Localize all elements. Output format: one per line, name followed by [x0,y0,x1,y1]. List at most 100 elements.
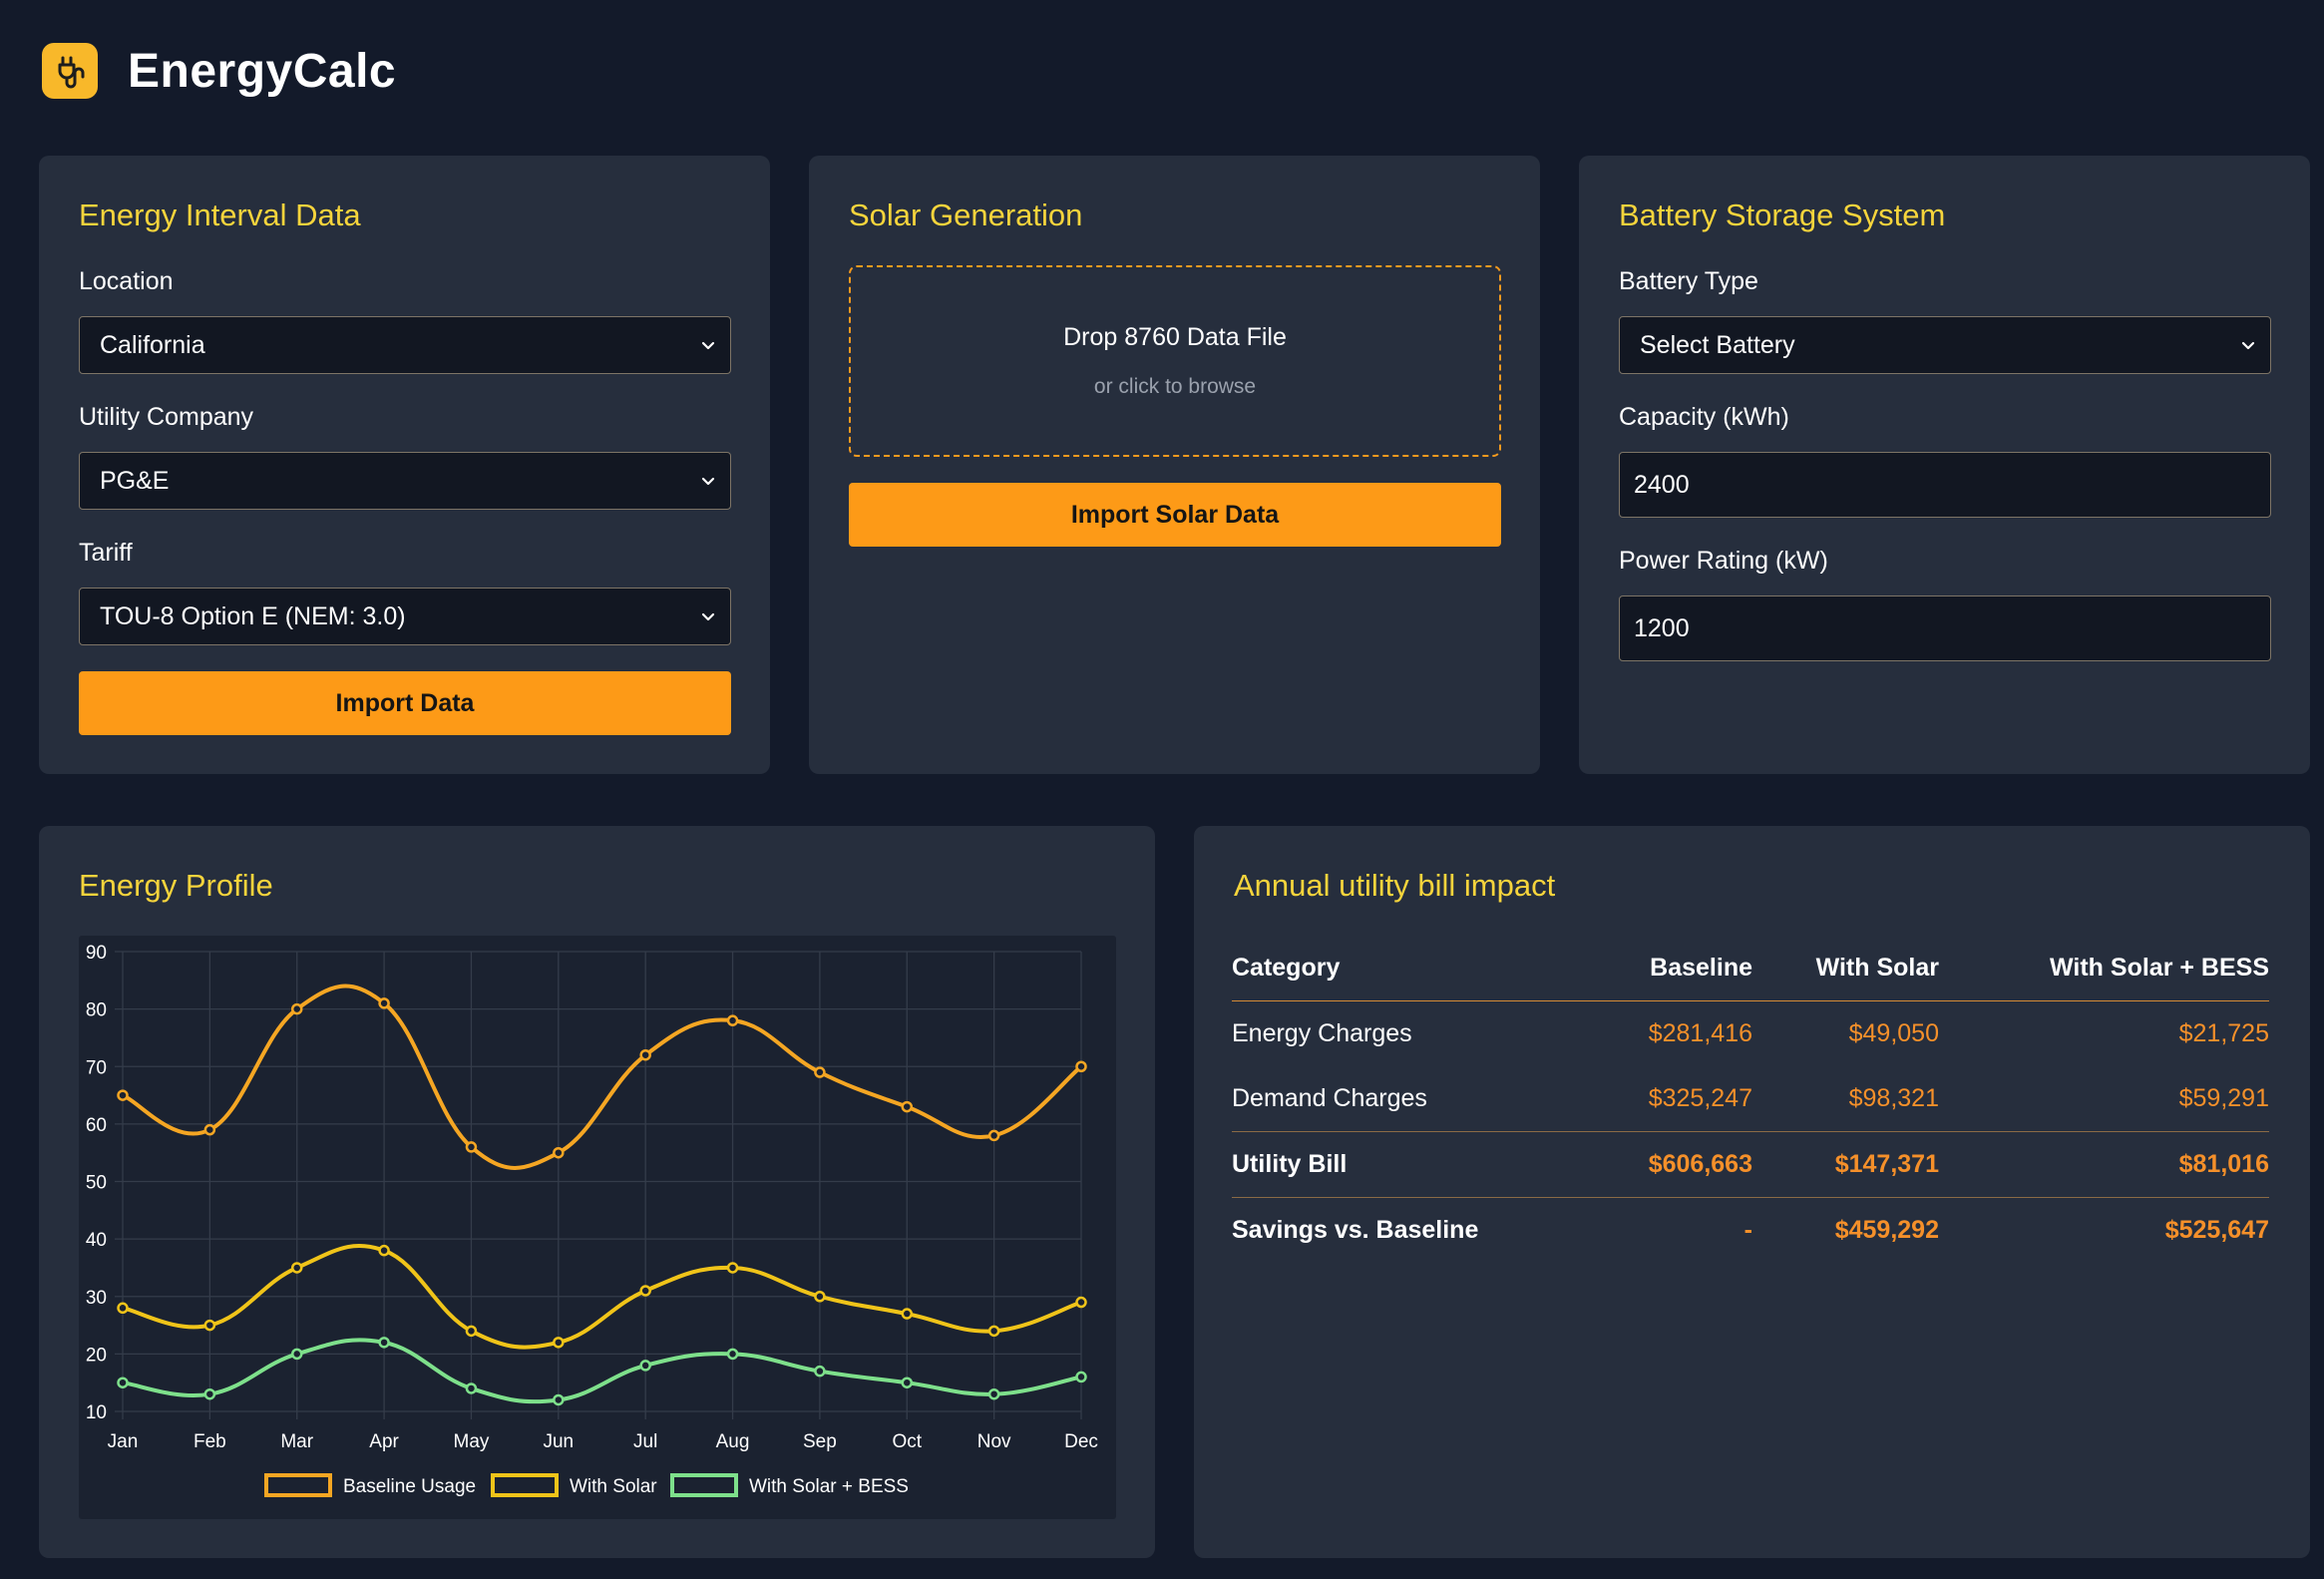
row-bess-value: $59,291 [2178,1084,2269,1112]
row-baseline-value: $606,663 [1648,1150,1752,1178]
y-tick-label: 60 [86,1115,107,1136]
data-point [553,1337,565,1349]
solar-file-dropzone[interactable]: Drop 8760 Data File or click to browse [849,265,1501,457]
capacity-input[interactable]: 2400 [1619,452,2271,518]
x-tick-label: Oct [892,1431,922,1452]
power-rating-input[interactable]: 1200 [1619,595,2271,661]
data-point [814,1291,826,1303]
data-point [639,1285,651,1297]
data-point [465,1141,478,1153]
x-tick-label: Apr [369,1431,399,1452]
chevron-down-icon [701,341,715,350]
data-point [726,1014,739,1026]
battery-type-label: Battery Type [1619,267,1758,295]
row-bess-value: $21,725 [2178,1019,2269,1047]
bill-impact-table: Category Baseline With Solar With Solar … [1232,936,2269,1263]
row-solar-value: $147,371 [1834,1150,1939,1178]
data-point [465,1325,478,1338]
data-point [203,1319,216,1332]
chevron-down-icon [701,612,715,621]
row-category: Utility Bill [1232,1150,1348,1178]
import-data-button[interactable]: Import Data [79,671,731,735]
data-point [465,1382,478,1394]
series-line-2 [122,1338,1082,1404]
row-baseline-value: - [1743,1216,1752,1244]
battery-type-select[interactable]: Select Battery [1619,316,2271,374]
y-tick-label: 90 [86,943,107,964]
energy-profile-card: Energy Profile 90 80 70 60 50 40 30 20 10 Jan Feb M… [39,826,1155,1558]
data-point [378,997,390,1009]
table-row: Utility Bill $606,663 $147,371 $81,016 [1232,1131,2269,1197]
tariff-select[interactable]: TOU-8 Option E (NEM: 3.0) [79,588,731,645]
location-label: Location [79,267,174,295]
x-tick-label: Dec [1064,1431,1098,1452]
data-point [814,1365,826,1378]
plug-icon[interactable] [42,43,98,99]
bill-impact-card: Annual utility bill impact Category Base… [1194,826,2310,1558]
data-point [378,1337,390,1349]
data-point [117,1377,129,1388]
legend-label: Baseline Usage [343,1476,476,1497]
data-point [378,1244,390,1257]
legend-swatch [670,1473,738,1497]
y-tick-label: 40 [86,1230,107,1251]
utility-label: Utility Company [79,403,254,431]
data-point [901,1100,914,1113]
x-tick-label: Nov [977,1431,1011,1452]
energy-profile-title: Energy Profile [79,868,273,903]
row-baseline-value: $281,416 [1648,1019,1752,1047]
data-point [290,1002,303,1015]
location-select[interactable]: California [79,316,731,374]
data-point [1075,1296,1087,1309]
data-point [290,1262,303,1274]
y-tick-label: 80 [86,1000,107,1021]
row-solar-value: $98,321 [1848,1084,1939,1112]
data-point [987,1129,1000,1142]
x-tick-label: Feb [194,1431,226,1452]
capacity-label: Capacity (kWh) [1619,403,1789,431]
table-row: Demand Charges $325,247 $98,321 $59,291 [1232,1066,2269,1131]
battery-type-value: Select Battery [1640,330,1795,359]
y-tick-label: 50 [86,1173,107,1194]
dropzone-browse-hint[interactable]: or click to browse [1093,375,1257,398]
y-tick-label: 20 [86,1345,107,1366]
x-tick-label: Aug [716,1431,750,1452]
data-point [987,1387,1000,1400]
battery-storage-title: Battery Storage System [1619,197,1946,232]
legend-swatch [264,1473,332,1497]
data-point [553,1146,565,1159]
column-header-with-solar: With Solar [1815,954,1939,982]
data-point [117,1089,129,1101]
bill-impact-title: Annual utility bill impact [1234,868,1556,903]
y-tick-label: 30 [86,1288,107,1309]
row-bess-value: $81,016 [2178,1150,2269,1178]
table-header-row: Category Baseline With Solar With Solar … [1232,936,2269,1001]
legend-label: With Solar + BESS [749,1476,909,1497]
power-rating-label: Power Rating (kW) [1619,547,1828,575]
tariff-label: Tariff [79,539,133,567]
chevron-down-icon [701,477,715,486]
row-baseline-value: $325,247 [1648,1084,1752,1112]
column-header-category: Category [1232,954,1341,982]
row-solar-value: $49,050 [1848,1019,1939,1047]
x-tick-label: Mar [280,1431,313,1452]
column-header-baseline: Baseline [1650,954,1752,982]
energy-interval-card: Energy Interval Data Location California… [39,156,770,774]
data-point [1075,1060,1087,1072]
x-tick-label: Jul [633,1431,657,1452]
column-header-with-solar-bess: With Solar + BESS [2050,954,2269,982]
row-solar-value: $459,292 [1834,1216,1939,1244]
data-point [290,1348,303,1361]
solar-generation-title: Solar Generation [849,197,1083,232]
chevron-down-icon [2241,341,2255,350]
import-solar-data-button[interactable]: Import Solar Data [849,483,1501,547]
data-point [553,1393,565,1406]
utility-select[interactable]: PG&E [79,452,731,510]
row-category: Energy Charges [1232,1019,1412,1047]
data-point [901,1377,914,1388]
data-point [639,1048,651,1061]
row-category: Savings vs. Baseline [1232,1216,1479,1244]
tariff-value: TOU-8 Option E (NEM: 3.0) [100,601,406,630]
energy-interval-title: Energy Interval Data [79,197,361,232]
energy-profile-chart-panel: 90 80 70 60 50 40 30 20 10 Jan Feb Mar Apr May Jun Jul A… [79,936,1116,1519]
